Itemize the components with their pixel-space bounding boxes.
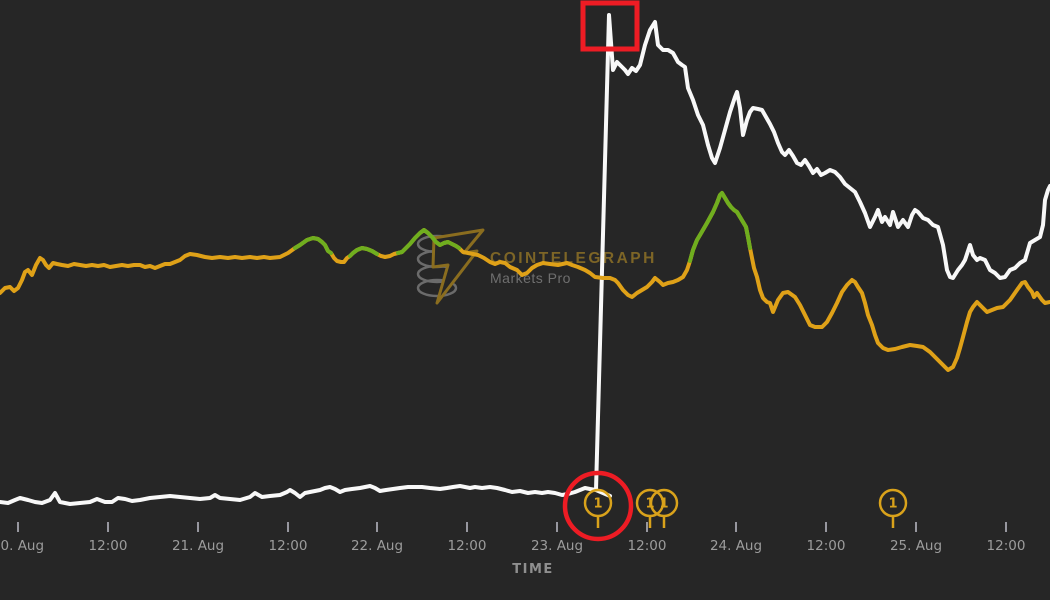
x-axis-tick-label: 20. Aug xyxy=(0,538,44,554)
event-marker-count: 1 xyxy=(659,497,668,512)
x-axis-tick-label: 12:00 xyxy=(987,538,1026,554)
x-axis-tick-label: 12:00 xyxy=(89,538,128,554)
score-line-green-segment-3 xyxy=(396,228,461,255)
score-line-green-segment-4 xyxy=(688,191,752,263)
x-axis-tick-label: 21. Aug xyxy=(172,538,224,554)
series-group xyxy=(0,13,1050,506)
x-axis-tick-label: 12:00 xyxy=(269,538,308,554)
x-axis-tick-label: 23. Aug xyxy=(531,538,583,554)
highlight-rect-annotation xyxy=(580,0,640,52)
event-marker-count: 1 xyxy=(593,497,602,512)
x-axis-tick-label: 25. Aug xyxy=(890,538,942,554)
event-marker-circle xyxy=(649,488,679,518)
x-axis-tick-label: 12:00 xyxy=(807,538,846,554)
event-marker-circle xyxy=(583,488,613,518)
score-line-green-segment-1 xyxy=(293,236,333,255)
score-line-green-segment-2 xyxy=(348,246,379,258)
price-line-spike xyxy=(594,13,1050,492)
x-axis-tick-label: 12:00 xyxy=(628,538,667,554)
event-marker[interactable]: 1 xyxy=(649,488,679,528)
event-marker[interactable]: 1 xyxy=(878,488,908,528)
watermark-product: Markets Pro xyxy=(490,270,571,286)
x-axis-tick-label: 12:00 xyxy=(448,538,487,554)
x-axis-title: TIME xyxy=(512,562,554,577)
score-line xyxy=(0,191,1050,372)
event-marker-circle xyxy=(635,488,665,518)
annotations-group xyxy=(562,0,640,542)
x-axis-tick-label: 22. Aug xyxy=(351,538,403,554)
watermark-brand: COINTELEGRAPH xyxy=(490,250,657,267)
price-line-base xyxy=(0,484,612,506)
event-marker[interactable]: 1 xyxy=(583,488,613,528)
x-axis-tick-label: 24. Aug xyxy=(710,538,762,554)
highlight-circle-annotation xyxy=(562,470,634,542)
x-axis: 20. Aug 12:00 21. Aug 12:00 22. Aug 12:00 23. … xyxy=(0,522,1025,554)
watermark: COINTELEGRAPH Markets Pro xyxy=(416,228,657,305)
lightning-bolt-icon xyxy=(431,228,485,305)
event-marker-circle xyxy=(878,488,908,518)
event-marker-count: 1 xyxy=(888,497,897,512)
